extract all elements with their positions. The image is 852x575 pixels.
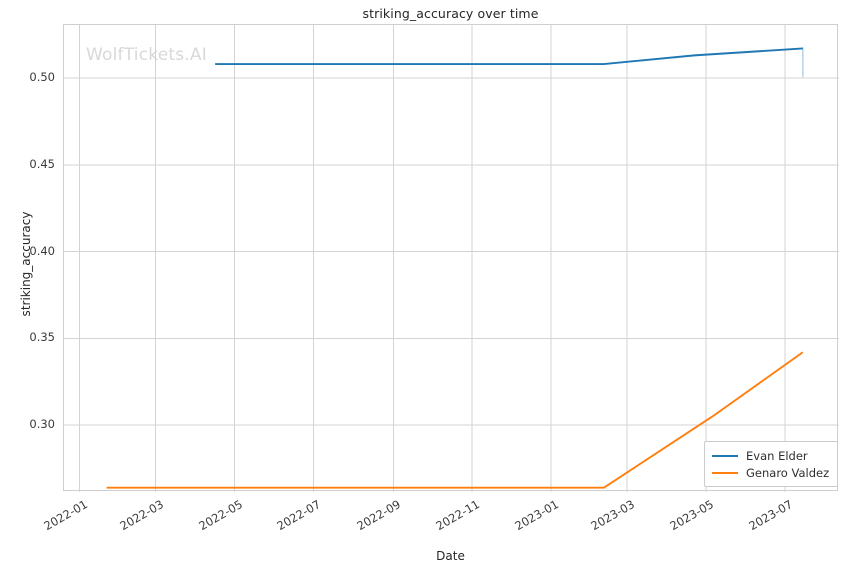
series-line-2 [106, 351, 804, 489]
plot-area: WolfTickets.AI [63, 24, 839, 492]
y-tick-label: 0.45 [29, 156, 55, 171]
horizontal-gridlines [64, 77, 839, 426]
y-axis-label: striking_accuracy [19, 211, 33, 317]
y-tick-label: 0.30 [29, 417, 55, 432]
chart-legend[interactable]: Evan Elder Genaro Valdez [704, 441, 839, 487]
x-tick-label: 2022-09 [354, 497, 404, 534]
x-tick-label: 2023-07 [746, 497, 795, 534]
data-series-group [106, 47, 804, 489]
x-tick-label: 2022-03 [117, 497, 166, 534]
y-tick-label: 0.35 [29, 330, 55, 345]
legend-label-series-1: Evan Elder [746, 448, 808, 463]
x-tick-label: 2022-01 [40, 497, 90, 534]
legend-swatch-series-2 [712, 471, 738, 474]
x-tick-label: 2023-03 [588, 497, 638, 534]
x-tick-label: 2023-05 [667, 497, 716, 534]
y-axis-tick-labels: 0.30 0.35 0.40 0.45 0.50 [0, 0, 55, 575]
x-tick-label: 2022-07 [274, 497, 324, 534]
y-tick-label: 0.50 [29, 69, 55, 84]
legend-swatch-series-1 [712, 454, 738, 457]
legend-label-series-2: Genaro Valdez [746, 465, 830, 480]
x-tick-label: 2022-11 [433, 497, 483, 534]
x-tick-label: 2023-01 [512, 497, 561, 534]
x-axis-tick-labels: 2022-01 2022-03 2022-05 2022-07 2022-09 2022-… [0, 497, 852, 557]
series-line-1 [215, 47, 803, 66]
plot-canvas [64, 25, 839, 492]
legend-item-evan-elder[interactable]: Evan Elder [712, 447, 829, 464]
x-axis-label: Date [436, 549, 465, 563]
chart-title: striking_accuracy over time [362, 6, 539, 21]
x-tick-label: 2022-05 [195, 497, 245, 534]
legend-item-genaro-valdez[interactable]: Genaro Valdez [712, 464, 829, 481]
vertical-gridlines [79, 25, 786, 492]
y-tick-label: 0.40 [29, 243, 55, 258]
